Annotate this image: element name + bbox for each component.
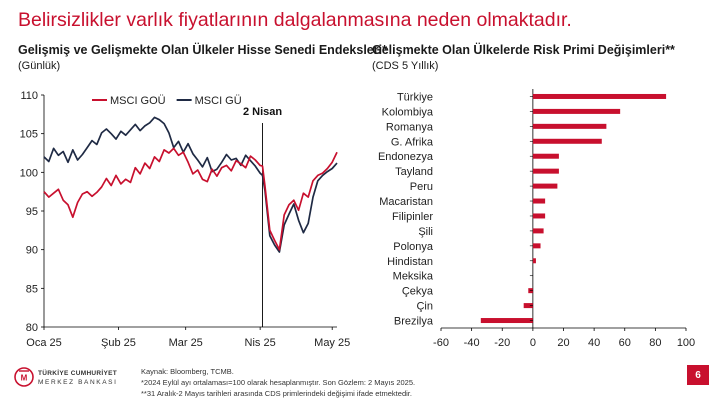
x-tick-label: 0 [530,337,536,349]
legend-label: MSCI GOÜ [110,95,166,107]
bar [532,123,607,129]
svg-text:M: M [21,374,28,383]
y-tick-label: 80 [26,322,38,334]
bar [532,213,546,219]
bar [532,153,559,159]
x-tick-label: Şub 25 [101,337,136,349]
bar [523,303,533,309]
category-label: Macaristan [379,196,433,208]
bar [480,318,533,324]
footnote-index-base: *2024 Eylül ayı ortalaması=100 olarak he… [141,378,416,387]
right-chart-title: Gelişmekte Olan Ülkelerde Risk Primi Değ… [372,43,675,57]
tcmb-emblem-icon: M [14,367,34,387]
bar [532,93,667,99]
category-label: Çin [416,301,433,313]
legend-label: MSCI GÜ [195,95,242,107]
x-tick-label: Mar 25 [169,337,203,349]
y-tick-label: 100 [20,167,38,179]
x-tick-label: Nis 25 [245,337,276,349]
series-line [43,116,338,253]
category-label: Kolombiya [382,106,434,118]
category-label: Hindistan [387,256,433,268]
category-label: Çekya [402,286,434,298]
category-label: Polonya [393,241,434,253]
x-tick-label: 60 [619,337,631,349]
left-chart-title: Gelişmiş ve Gelişmekte Olan Ülkeler Hiss… [18,43,387,57]
category-label: Filipinler [392,211,433,223]
slide-title: Belirsizlikler varlık fiyatlarının dalga… [18,9,572,31]
y-tick-label: 105 [20,129,38,141]
x-tick-label: -60 [433,337,449,349]
x-tick-label: 100 [677,337,695,349]
bar [532,258,536,264]
x-tick-label: -20 [494,337,510,349]
bar [532,168,559,174]
y-tick-label: 90 [26,245,38,257]
category-label: Brezilya [394,316,434,328]
x-tick-label: Oca 25 [26,337,61,349]
right-chart-subtitle: (CDS 5 Yıllık) [372,60,439,72]
y-tick-label: 110 [20,90,38,102]
bar [532,228,544,234]
page-number: 6 [687,365,709,385]
category-label: Tayland [395,166,433,178]
bar [532,138,602,144]
logo-line-2: MERKEZ BANKASI [38,379,118,386]
tcmb-logo: M TÜRKİYE CUMHURİYET MERKEZ BANKASI [14,364,134,394]
series-line [43,147,338,251]
category-label: Meksika [393,271,434,283]
bar [532,108,621,114]
left-chart-subtitle: (Günlük) [18,60,61,72]
category-label: Türkiye [397,91,433,103]
footnote-source: Kaynak: Bloomberg, TCMB. [141,367,234,376]
logo-line-1: TÜRKİYE CUMHURİYET [38,370,118,377]
x-tick-label: May 25 [314,337,350,349]
bar [532,243,541,249]
bar [532,198,546,204]
x-tick-label: -40 [464,337,480,349]
category-label: Romanya [386,121,434,133]
y-tick-label: 95 [26,206,38,218]
x-tick-label: 40 [588,337,600,349]
annotation-label: 2 Nisan [243,106,282,118]
category-label: Şili [418,226,433,238]
footnote-cds-period: **31 Aralık-2 Mayıs tarihleri arasında C… [141,389,412,398]
category-label: Peru [410,181,433,193]
category-label: Endonezya [378,151,434,163]
x-tick-label: 80 [649,337,661,349]
x-tick-label: 20 [557,337,569,349]
y-tick-label: 85 [26,283,38,295]
bar [532,183,558,189]
category-label: G. Afrika [391,136,434,148]
footnotes: Kaynak: Bloomberg, TCMB. *2024 Eylül ayı… [141,366,415,399]
